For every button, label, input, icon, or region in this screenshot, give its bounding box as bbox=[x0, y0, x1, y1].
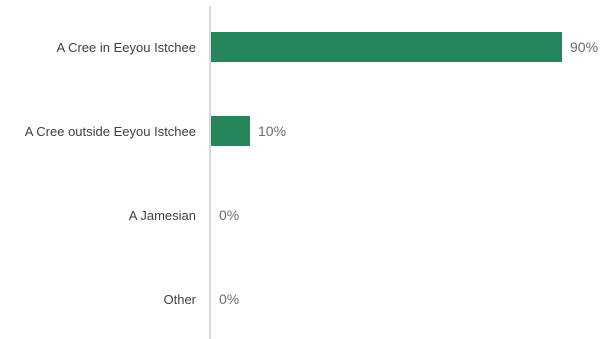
category-label-2: A Cree outside Eeyou Istchee bbox=[25, 124, 196, 139]
bars-group bbox=[211, 32, 562, 146]
category-labels-group: A Cree in Eeyou Istchee A Cree outside Ee… bbox=[25, 40, 197, 307]
value-label-3: 0% bbox=[219, 207, 239, 223]
value-label-1: 90% bbox=[570, 39, 598, 55]
value-labels-group: 90% 10% 0% 0% bbox=[219, 39, 598, 307]
bar-2 bbox=[211, 116, 250, 146]
value-label-2: 10% bbox=[258, 123, 286, 139]
bar-1 bbox=[211, 32, 562, 62]
category-label-3: A Jamesian bbox=[129, 208, 196, 223]
category-label-4: Other bbox=[163, 292, 196, 307]
value-label-4: 0% bbox=[219, 291, 239, 307]
category-label-1: A Cree in Eeyou Istchee bbox=[57, 40, 196, 55]
